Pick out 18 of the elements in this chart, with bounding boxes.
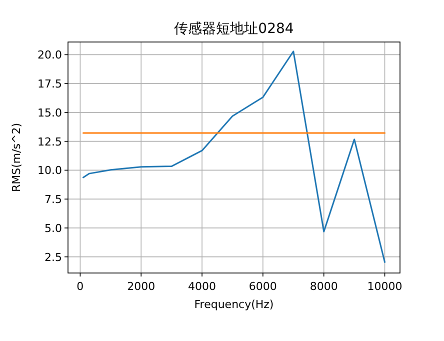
- x-axis-title: Frequency(Hz): [194, 298, 274, 311]
- y-tick-label: 10.0: [38, 164, 62, 178]
- x-tick-label: 0: [76, 280, 84, 293]
- x-tick-label: 4000: [188, 280, 216, 293]
- y-tick-label: 7.5: [44, 193, 62, 206]
- x-tick-label: 8000: [310, 280, 338, 293]
- chart-title: 传感器短地址0284: [174, 21, 294, 37]
- x-tick-label: 2000: [127, 280, 156, 293]
- y-tick-label: 17.5: [38, 78, 62, 91]
- y-tick-label: 12.5: [38, 135, 62, 148]
- x-tick-label: 6000: [248, 280, 277, 293]
- y-tick-label: 2.5: [44, 250, 62, 264]
- y-tick-label: 15.0: [38, 106, 62, 120]
- y-tick-label: 20.0: [38, 48, 62, 62]
- line-series: [82, 50, 386, 263]
- x-tick-label: 10000: [367, 280, 402, 293]
- y-tick-label: 5.0: [44, 222, 62, 235]
- y-axis-title: RMS(m/s^2): [10, 122, 23, 192]
